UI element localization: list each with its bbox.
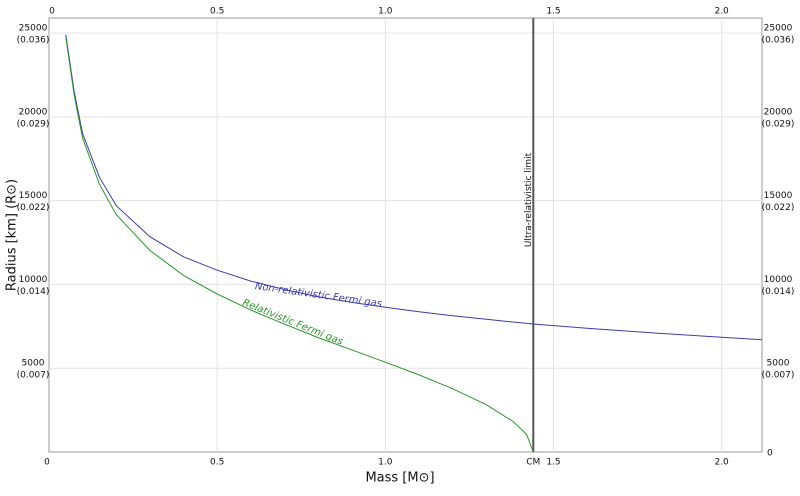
y-tick-sublabel: (0.007): [17, 371, 50, 381]
y-tick-sublabel-right: (0.036): [762, 36, 795, 46]
plot-frame: [48, 17, 763, 453]
y-tick-sublabel: (0.036): [17, 36, 50, 46]
y-tick-sublabel-right: (0.022): [762, 203, 795, 213]
y-tick-label: 20000: [19, 107, 48, 117]
x-tick-label: 0: [44, 458, 50, 468]
y-tick-label: 15000: [19, 191, 48, 201]
series-label: Relativistic Fermi gas: [241, 297, 345, 347]
y-tick-label-right: 15000: [764, 191, 793, 201]
x-tick-label-top: 0.5: [210, 7, 224, 17]
y-tick-sublabel: (0.014): [17, 287, 50, 297]
series-label: Non-relativistic Fermi gas: [254, 281, 382, 310]
y-axis-title: Radius [km] (R⊙): [5, 179, 20, 291]
x-tick-label-top: 2.0: [714, 7, 729, 17]
x-tick-label-top: 1.5: [546, 7, 560, 17]
x-axis-title: Mass [M⊙]: [365, 471, 434, 486]
y-tick-label-right: 5000: [767, 359, 790, 369]
y-tick-sublabel-right: (0.007): [762, 371, 795, 381]
y-tick-label: 25000: [19, 24, 48, 34]
y-tick-label-right: 20000: [764, 107, 793, 117]
series-line: [65, 34, 763, 341]
series-line: [65, 37, 534, 453]
x-tick-label: 1.5: [546, 458, 560, 468]
limit-tick-label: CM: [526, 458, 540, 468]
y-tick-label-right: 25000: [764, 24, 793, 34]
limit-annotation: Ultra-relativistic limit: [524, 152, 534, 247]
y-tick-sublabel: (0.022): [17, 203, 50, 213]
x-tick-label: 0.5: [210, 458, 224, 468]
x-tick-label: 2.0: [714, 458, 729, 468]
y-tick-sublabel-right: (0.014): [762, 287, 795, 297]
y-tick-sublabel: (0.029): [17, 119, 50, 129]
y-tick-label: 10000: [19, 275, 48, 285]
y-tick-label-right: 10000: [764, 275, 793, 285]
x-tick-label-top: 1.0: [378, 7, 393, 17]
y-tick-sublabel-right: (0.029): [762, 119, 795, 129]
x-tick-label: 1.0: [378, 458, 393, 468]
y-tick-label-right: 0: [767, 449, 773, 459]
y-tick-label: 5000: [22, 359, 45, 369]
x-tick-label-top: 0: [49, 7, 55, 17]
